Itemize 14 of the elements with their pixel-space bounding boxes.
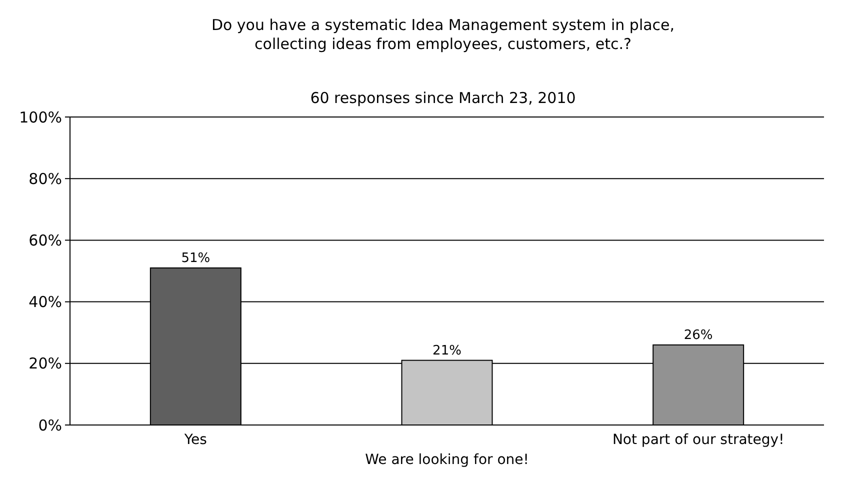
chart-title: Do you have a systematic Idea Management system in place, collecting ideas from employees, customers, etc.? <box>211 16 675 53</box>
y-tick-label: 100% <box>19 108 62 126</box>
data-label: 21% <box>432 343 462 358</box>
x-tick-label: We are looking for one! <box>365 452 529 468</box>
y-tick-label: 0% <box>38 416 62 434</box>
y-tick-label: 60% <box>28 231 62 250</box>
y-tick-label: 40% <box>28 293 62 312</box>
y-tick-label: 20% <box>28 354 62 373</box>
x-tick-label: Not part of our strategy! <box>612 432 784 448</box>
data-label: 51% <box>181 250 210 266</box>
chart-subtitle: 60 responses since March 23, 2010 <box>310 89 576 107</box>
x-tick-label: Yes <box>183 432 207 448</box>
data-label: 26% <box>684 328 713 343</box>
y-tick-label: 80% <box>28 170 62 188</box>
